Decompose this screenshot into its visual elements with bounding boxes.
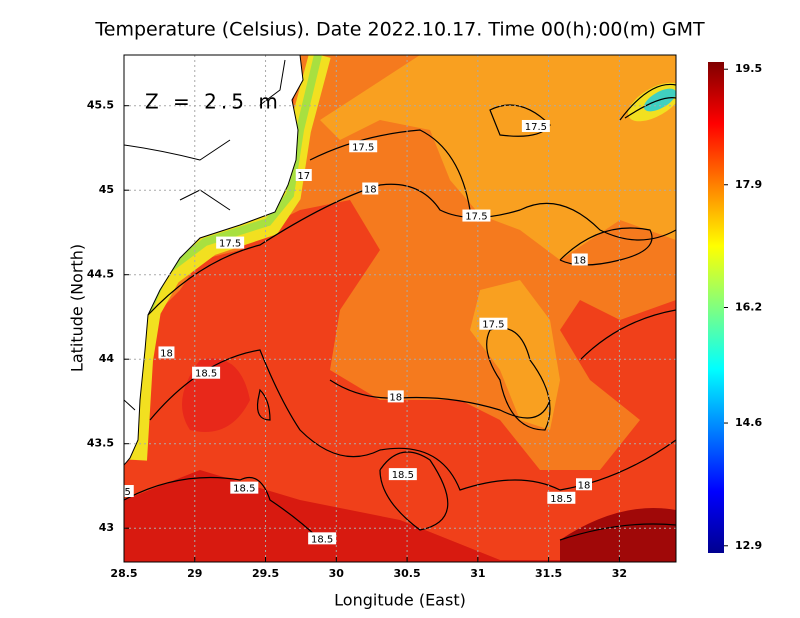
contour-label: 17.5 (465, 212, 487, 223)
field-mild (470, 280, 560, 430)
x-tick-label: 31.5 (535, 567, 562, 580)
contour-label-box (362, 182, 379, 195)
x-tick-label: 29.5 (252, 567, 279, 580)
contour-label: 18.5 (233, 484, 255, 495)
contour-label: 18 (578, 480, 591, 491)
field (124, 55, 676, 562)
contour-label-box (192, 366, 221, 379)
x-tick-label: 30.5 (394, 567, 421, 580)
contour-label: 17 (297, 171, 310, 182)
contour-label: 18.5 (109, 487, 131, 498)
field-hot (560, 508, 676, 562)
y-tick-label: 43.5 (87, 437, 114, 450)
contour-label: 18.5 (392, 470, 414, 481)
colorbar-tick-label: 17.9 (735, 178, 762, 191)
x-tick-label: 32 (612, 567, 627, 580)
contour-label: 17.5 (482, 320, 504, 331)
contour-label-box (462, 209, 491, 222)
contour-label: 18.5 (195, 369, 217, 380)
contour-label-box (230, 481, 259, 494)
contour-label-box (547, 491, 576, 504)
contour-label-box (576, 478, 592, 491)
y-tick-label: 44 (99, 352, 115, 365)
contour-label: 18 (573, 255, 586, 266)
contour-label: 18.5 (550, 494, 572, 505)
colorbar (708, 62, 724, 553)
y-tick-label: 43 (99, 521, 114, 534)
contour-label-box (479, 317, 508, 330)
x-tick-label: 31 (470, 567, 485, 580)
depth-annotation: Z = 2.5 m (145, 90, 282, 114)
colorbar-tick-label: 12.9 (735, 539, 762, 552)
contour-label: 18 (160, 348, 173, 359)
field-hot (124, 470, 676, 562)
field-mild (320, 55, 676, 260)
y-axis-label: Latitude (North) (68, 244, 87, 372)
contour-label: 17.5 (525, 122, 547, 133)
y-tick-label: 44.5 (87, 268, 114, 281)
x-tick-label: 30 (329, 567, 345, 580)
contour-label-box (349, 140, 378, 153)
grid (123, 55, 676, 562)
contour-label: 18 (389, 392, 402, 403)
contour-label: 17.5 (219, 239, 241, 250)
contour-label-box (295, 168, 312, 181)
plot-frame (123, 54, 677, 563)
contour-label-box (388, 468, 417, 481)
y-tick-label: 45 (99, 183, 114, 196)
contour-label: 18 (364, 185, 377, 196)
contour-label-box (216, 236, 245, 249)
x-tick-label: 28.5 (110, 567, 137, 580)
chart-title: Temperature (Celsius). Date 2022.10.17. … (94, 19, 705, 41)
contour-label: 17.5 (352, 142, 374, 153)
x-axis-label: Longitude (East) (334, 591, 466, 610)
contour-label-box (387, 390, 404, 403)
colorbar-tick-label: 14.6 (735, 416, 762, 429)
contour-label-box (158, 346, 175, 359)
contour-label-box (521, 119, 550, 132)
colorbar-tick-label: 16.2 (735, 301, 762, 314)
contour-label: 18.5 (311, 534, 333, 545)
y-tick-label: 45.5 (87, 99, 114, 112)
colorbar-tick-label: 19.5 (735, 62, 762, 75)
contour-label-box (124, 485, 134, 498)
contour-label-box (308, 532, 337, 545)
x-tick-label: 29 (187, 567, 202, 580)
contour-labels: 17.5 17.5 17 18 17.5 17.5 18 17.5 18 18.5 18 18.5 18… (109, 119, 592, 545)
contour-label-box (571, 253, 588, 266)
ticks: 28.5 29 29.5 30 30.5 31 31.5 32 43 43.5 44 44.5 45 45… (87, 62, 763, 580)
land (124, 55, 304, 466)
